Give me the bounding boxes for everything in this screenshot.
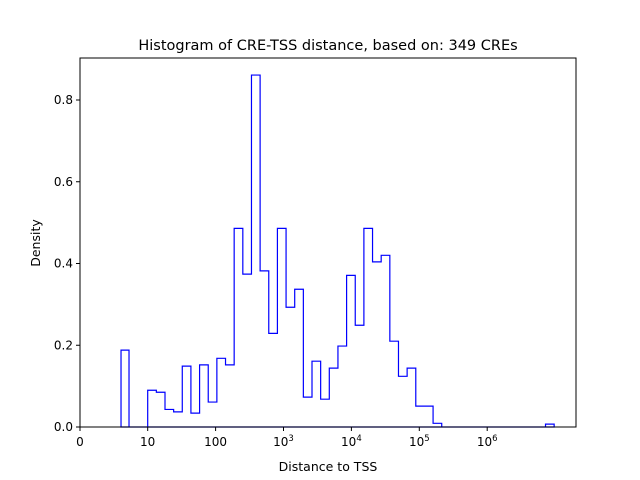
histogram-bin bbox=[165, 409, 174, 427]
histogram-bin bbox=[347, 275, 356, 427]
chart-title: Histogram of CRE-TSS distance, based on:… bbox=[138, 38, 517, 54]
histogram-bin bbox=[174, 412, 183, 427]
histogram-bin bbox=[390, 341, 399, 427]
histogram-bin bbox=[182, 366, 191, 427]
histogram-bin bbox=[243, 274, 252, 427]
histogram-bin bbox=[398, 376, 407, 427]
histogram-step-line bbox=[120, 74, 555, 428]
x-tick-label: 10 bbox=[140, 435, 155, 449]
histogram-bin bbox=[217, 358, 226, 427]
histogram-bin bbox=[260, 271, 269, 427]
histogram-bin bbox=[277, 228, 286, 427]
y-tick-label: 0.4 bbox=[54, 257, 73, 271]
x-tick-label: 105 bbox=[409, 434, 430, 449]
histogram-bin bbox=[321, 399, 330, 427]
histogram-bin bbox=[381, 255, 390, 427]
x-tick-label: 103 bbox=[273, 434, 294, 449]
histogram-bin bbox=[312, 361, 321, 427]
histogram-bin bbox=[226, 365, 235, 427]
histogram-bin bbox=[234, 228, 243, 427]
histogram-bin bbox=[416, 406, 425, 427]
x-tick-label: 106 bbox=[477, 434, 498, 449]
x-axis-label: Distance to TSS bbox=[279, 459, 378, 474]
histogram-bin bbox=[200, 365, 209, 427]
y-tick-label: 0.8 bbox=[54, 93, 73, 107]
histogram-bin bbox=[355, 325, 364, 427]
y-tick-label: 0.6 bbox=[54, 175, 73, 189]
histogram-bin bbox=[329, 368, 338, 427]
histogram-bin bbox=[338, 346, 347, 427]
histogram-bin bbox=[191, 413, 200, 427]
y-axis: 0.0 0.2 0.4 0.6 0.8 bbox=[54, 93, 80, 434]
x-tick-label: 104 bbox=[341, 434, 362, 449]
y-tick-label: 0.2 bbox=[54, 338, 73, 352]
histogram-bin bbox=[251, 75, 260, 427]
histogram-bin bbox=[208, 402, 217, 427]
histogram-bin bbox=[424, 406, 433, 427]
x-axis: 0 10 100 103 104 105 106 bbox=[76, 427, 498, 449]
histogram-bin bbox=[156, 392, 165, 427]
histogram-bin bbox=[407, 368, 416, 427]
axes-frame bbox=[79, 57, 577, 428]
y-tick-label: 0.0 bbox=[54, 420, 73, 434]
histogram-bin bbox=[373, 262, 382, 427]
histogram-bin bbox=[295, 289, 304, 427]
histogram-bin bbox=[121, 350, 129, 427]
histogram-bin bbox=[303, 397, 312, 427]
histogram-bin bbox=[269, 333, 278, 427]
y-axis-label: Density bbox=[28, 219, 43, 267]
plot-area bbox=[120, 74, 555, 428]
histogram-bin bbox=[364, 228, 373, 427]
histogram-bin bbox=[148, 390, 157, 427]
histogram-bin bbox=[286, 307, 295, 427]
x-tick-label: 0 bbox=[76, 435, 84, 449]
x-tick-label: 100 bbox=[204, 435, 227, 449]
